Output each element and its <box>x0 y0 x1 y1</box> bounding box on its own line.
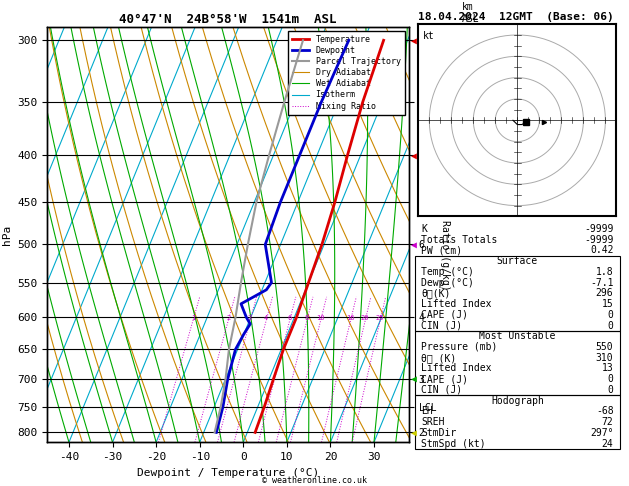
Text: StmDir: StmDir <box>421 428 457 438</box>
Text: CIN (J): CIN (J) <box>421 385 462 395</box>
Text: Most Unstable: Most Unstable <box>479 331 555 341</box>
Text: -68: -68 <box>596 406 613 417</box>
Text: CIN (J): CIN (J) <box>421 321 462 330</box>
Text: kt: kt <box>423 31 435 41</box>
Text: km
ASL: km ASL <box>462 2 479 24</box>
Text: 6: 6 <box>287 315 292 321</box>
Text: 550: 550 <box>596 342 613 352</box>
Text: Pressure (mb): Pressure (mb) <box>421 342 498 352</box>
Text: CAPE (J): CAPE (J) <box>421 310 468 320</box>
Text: -9999: -9999 <box>584 224 613 234</box>
Text: 2: 2 <box>226 315 230 321</box>
Text: CAPE (J): CAPE (J) <box>421 374 468 384</box>
Text: SREH: SREH <box>421 417 445 427</box>
Text: 0.42: 0.42 <box>590 245 613 255</box>
Text: Surface: Surface <box>497 256 538 266</box>
Text: 10: 10 <box>316 315 325 321</box>
Text: 24: 24 <box>602 438 613 449</box>
Text: PW (cm): PW (cm) <box>421 245 462 255</box>
Text: -9999: -9999 <box>584 235 613 244</box>
Text: 15: 15 <box>602 299 613 309</box>
Text: 13: 13 <box>602 364 613 373</box>
Text: 3: 3 <box>248 315 252 321</box>
Text: 16: 16 <box>346 315 355 321</box>
Bar <box>415 395 620 449</box>
Text: 297°: 297° <box>590 428 613 438</box>
Text: ◀: ◀ <box>411 427 416 437</box>
Text: EH: EH <box>421 406 433 417</box>
Text: 0: 0 <box>608 321 613 330</box>
Y-axis label: Mixing Ratio (g/kg): Mixing Ratio (g/kg) <box>440 179 450 290</box>
Bar <box>415 331 620 395</box>
Text: 72: 72 <box>602 417 613 427</box>
Text: 20: 20 <box>361 315 369 321</box>
Text: Hodograph: Hodograph <box>491 396 544 406</box>
Text: 0: 0 <box>608 310 613 320</box>
Text: -7.1: -7.1 <box>590 278 613 288</box>
Text: θᴄ (K): θᴄ (K) <box>421 353 457 363</box>
Text: 1.8: 1.8 <box>596 267 613 277</box>
Text: 296: 296 <box>596 288 613 298</box>
Text: 1: 1 <box>191 315 195 321</box>
X-axis label: Dewpoint / Temperature (°C): Dewpoint / Temperature (°C) <box>137 468 319 478</box>
Text: Totals Totals: Totals Totals <box>421 235 498 244</box>
Text: 18.04.2024  12GMT  (Base: 06): 18.04.2024 12GMT (Base: 06) <box>418 12 614 22</box>
Text: θᴄ(K): θᴄ(K) <box>421 288 450 298</box>
Text: © weatheronline.co.uk: © weatheronline.co.uk <box>262 475 367 485</box>
Text: ◀: ◀ <box>411 374 416 384</box>
Text: 310: 310 <box>596 353 613 363</box>
Text: ◀: ◀ <box>411 150 416 160</box>
Y-axis label: hPa: hPa <box>2 225 12 244</box>
Text: K: K <box>421 224 427 234</box>
Text: StmSpd (kt): StmSpd (kt) <box>421 438 486 449</box>
Text: Lifted Index: Lifted Index <box>421 299 492 309</box>
Text: Temp (°C): Temp (°C) <box>421 267 474 277</box>
Legend: Temperature, Dewpoint, Parcel Trajectory, Dry Adiabat, Wet Adiabat, Isotherm, Mi: Temperature, Dewpoint, Parcel Trajectory… <box>288 31 404 115</box>
Text: ◀: ◀ <box>411 240 416 249</box>
Text: Lifted Index: Lifted Index <box>421 364 492 373</box>
Text: 8: 8 <box>304 315 309 321</box>
Text: 0: 0 <box>608 385 613 395</box>
Text: ◀: ◀ <box>411 35 416 45</box>
Text: 0: 0 <box>608 374 613 384</box>
Bar <box>415 256 620 331</box>
Text: Dewp (°C): Dewp (°C) <box>421 278 474 288</box>
Title: 40°47'N  24B°58'W  1541m  ASL: 40°47'N 24B°58'W 1541m ASL <box>120 13 337 26</box>
Text: 25: 25 <box>376 315 384 321</box>
Text: 4: 4 <box>264 315 268 321</box>
